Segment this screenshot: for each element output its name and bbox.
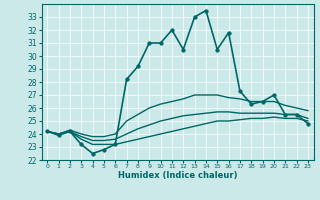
X-axis label: Humidex (Indice chaleur): Humidex (Indice chaleur)	[118, 171, 237, 180]
